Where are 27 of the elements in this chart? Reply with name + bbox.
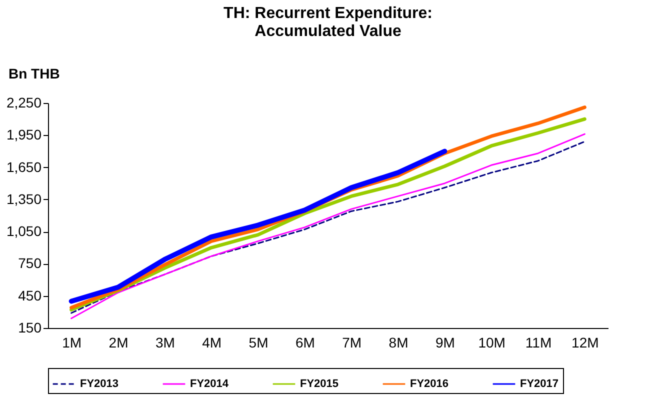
x-tick-label: 7M	[342, 334, 362, 350]
y-tick-label: 450	[18, 287, 42, 304]
x-tick-label: 8M	[388, 334, 408, 350]
x-tick-label: 1M	[62, 334, 82, 350]
y-tick-label: 750	[18, 255, 42, 272]
legend-label: FY2017	[520, 378, 559, 390]
legend-label: FY2015	[300, 378, 339, 390]
legend-label: FY2016	[410, 378, 449, 390]
y-tick-label: 150	[18, 320, 42, 336]
y-tick-label: 1,350	[6, 190, 42, 207]
x-tick-label: 12M	[572, 334, 599, 350]
x-tick-label: 2M	[108, 334, 128, 350]
x-tick-label: 6M	[295, 334, 315, 350]
legend-label: FY2014	[190, 378, 230, 390]
x-tick-label: 10M	[478, 334, 506, 350]
x-tick-label: 11M	[525, 334, 552, 350]
y-tick-label: 1,050	[6, 223, 42, 240]
x-tick-label: 3M	[155, 334, 175, 350]
x-tick-label: 5M	[248, 334, 268, 350]
x-tick-label: 9M	[435, 334, 455, 350]
chart-title: TH: Recurrent Expenditure: Accumulated Value	[224, 5, 432, 40]
y-tick-label: 1,650	[6, 158, 42, 175]
x-tick-label: 4M	[202, 334, 222, 350]
y-axis-title: Bn THB	[8, 66, 60, 82]
legend-label: FY2013	[80, 378, 119, 390]
y-tick-label: 1,950	[6, 126, 42, 143]
y-tick-label: 2,250	[6, 94, 42, 110]
